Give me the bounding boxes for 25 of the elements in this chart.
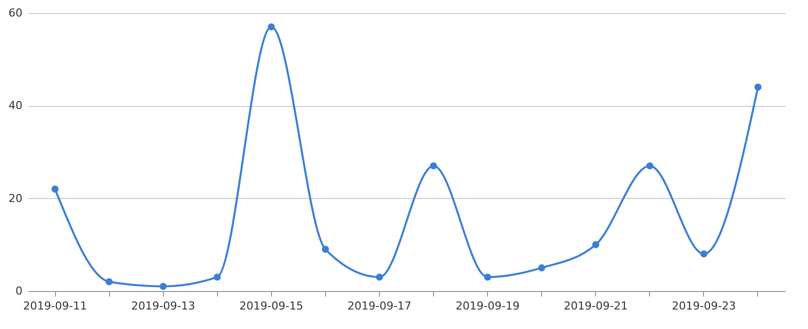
y-tick-label: 40 bbox=[8, 99, 22, 112]
point bbox=[700, 250, 708, 258]
x-tick-label: 2019-09-11 bbox=[23, 300, 88, 312]
point bbox=[376, 274, 383, 281]
point bbox=[538, 264, 546, 272]
x-tick-label: 2019-09-13 bbox=[131, 300, 196, 312]
point bbox=[322, 246, 329, 253]
x-tick-label: 2019-09-17 bbox=[347, 300, 412, 312]
point bbox=[430, 162, 438, 170]
point bbox=[106, 278, 113, 286]
x-tick-label: 2019-09-15 bbox=[239, 300, 304, 312]
point bbox=[52, 186, 59, 193]
x-tick-label: 2019-09-21 bbox=[564, 300, 628, 312]
y-tick-label: 60 bbox=[8, 6, 22, 20]
point bbox=[646, 162, 654, 170]
point bbox=[484, 274, 492, 281]
x-tick-label: 2019-09-23 bbox=[672, 300, 736, 312]
x-tick-label: 2019-09-19 bbox=[456, 300, 520, 312]
point bbox=[214, 274, 221, 281]
y-tick-label: 0 bbox=[16, 284, 22, 298]
point bbox=[268, 23, 275, 30]
point bbox=[754, 84, 762, 91]
point bbox=[160, 282, 167, 290]
point bbox=[592, 241, 600, 248]
y-tick-label: 20 bbox=[8, 192, 22, 205]
